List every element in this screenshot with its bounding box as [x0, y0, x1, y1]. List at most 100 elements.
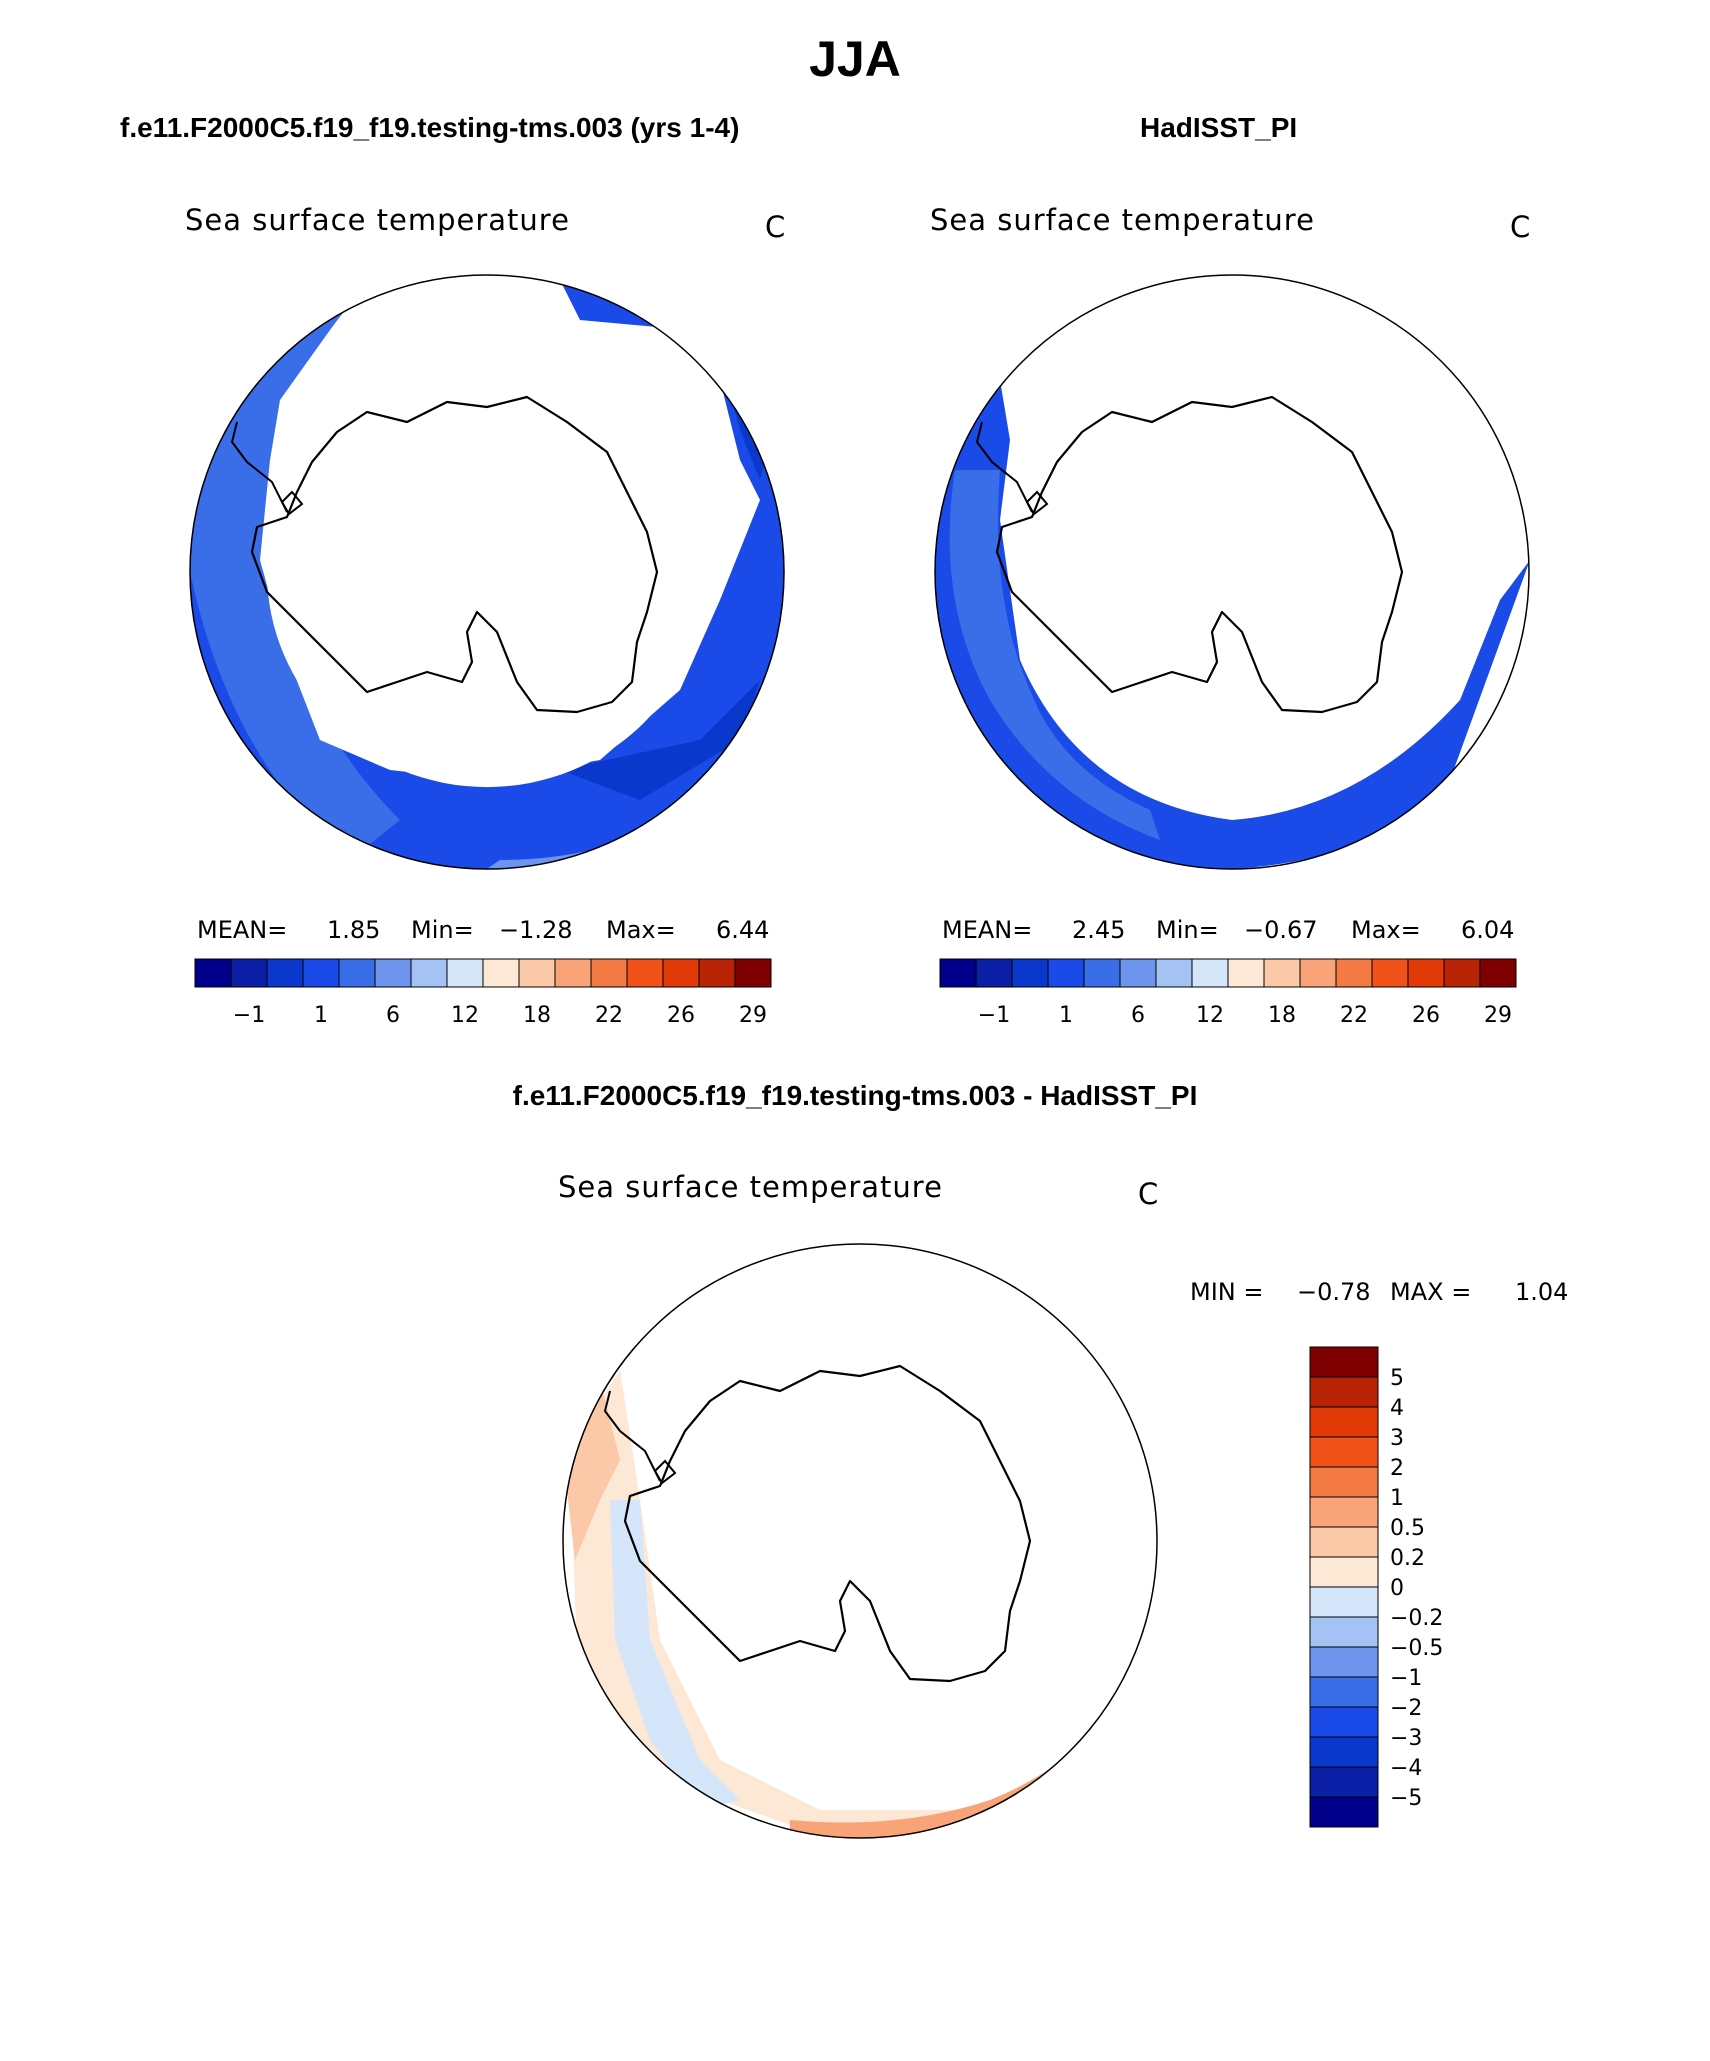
right-colorbar-swatch [1335, 958, 1373, 988]
diff-colorbar-tick-label: −2 [1390, 1696, 1422, 1721]
diff-map [562, 1243, 1158, 1839]
diff-colorbar-swatch [1309, 1616, 1379, 1648]
left-colorbar-swatch [266, 958, 304, 988]
diff-colorbar-tick-label: 4 [1390, 1396, 1404, 1421]
right-min-label: Min= [1156, 916, 1219, 944]
right-max-label: Max= [1351, 916, 1421, 944]
diff-colorbar-swatch [1309, 1646, 1379, 1678]
left-variable-label: Sea surface temperature [185, 203, 570, 237]
left-colorbar-swatch [554, 958, 592, 988]
right-colorbar-swatch [1227, 958, 1265, 988]
left-colorbar-swatch [698, 958, 736, 988]
diff-colorbar-swatch [1309, 1706, 1379, 1738]
diff-max-value: 1.04 [1515, 1278, 1569, 1306]
right-colorbar-swatch [1119, 958, 1157, 988]
diff-colorbar-tick-label: −0.5 [1390, 1636, 1443, 1661]
diff-colorbar-swatch [1309, 1496, 1379, 1528]
left-colorbar-swatch [734, 958, 772, 988]
diff-colorbar-tick-label: −1 [1390, 1666, 1422, 1691]
right-colorbar-swatch [1479, 958, 1517, 988]
diff-colorbar-swatch [1309, 1766, 1379, 1798]
left-colorbar-swatch [302, 958, 340, 988]
right-map [934, 274, 1530, 870]
figure-title: JJA [809, 31, 901, 87]
left-colorbar-swatch [374, 958, 412, 988]
left-colorbar-swatch [626, 958, 664, 988]
right-colorbar-tick-label: 1 [1059, 1003, 1073, 1028]
right-colorbar-swatch [1371, 958, 1409, 988]
diff-colorbar-swatch [1309, 1376, 1379, 1408]
left-colorbar-swatch [446, 958, 484, 988]
diff-min-value: −0.78 [1297, 1278, 1371, 1306]
right-colorbar-swatch [1263, 958, 1301, 988]
left-colorbar-tick-label: 18 [523, 1003, 551, 1028]
left-colorbar-swatch [590, 958, 628, 988]
right-colorbar-tick-label: 6 [1131, 1003, 1145, 1028]
right-mean-label: MEAN= [942, 916, 1033, 944]
left-colorbar-tick-label: 6 [386, 1003, 400, 1028]
diff-colorbar-tick-label: 3 [1390, 1426, 1404, 1451]
left-colorbar-tick-label: 26 [667, 1003, 695, 1028]
diff-colorbar-tick-label: 0.2 [1390, 1546, 1425, 1571]
diff-colorbar-swatch [1309, 1556, 1379, 1588]
right-variable-label: Sea surface temperature [930, 203, 1315, 237]
diff-colorbar-swatch [1309, 1526, 1379, 1558]
right-colorbar-swatch [939, 958, 977, 988]
diff-case-title: f.e11.F2000C5.f19_f19.testing-tms.003 - … [512, 1080, 1198, 1111]
left-colorbar-tick-label: 29 [739, 1003, 767, 1028]
left-max-value: 6.44 [716, 916, 770, 944]
left-colorbar-swatch [410, 958, 448, 988]
right-colorbar-swatch [1011, 958, 1049, 988]
left-min-label: Min= [411, 916, 474, 944]
right-colorbar-swatch [1299, 958, 1337, 988]
diff-colorbar-tick-label: 2 [1390, 1456, 1404, 1481]
right-colorbar-swatch [975, 958, 1013, 988]
diff-colorbar-tick-label: −4 [1390, 1756, 1422, 1781]
right-min-value: −0.67 [1244, 916, 1318, 944]
diff-colorbar-swatch [1309, 1406, 1379, 1438]
diff-colorbar-tick-label: −0.2 [1390, 1606, 1443, 1631]
right-colorbar-tick-label: 12 [1196, 1003, 1224, 1028]
right-units-label: C [1510, 210, 1532, 244]
left-colorbar-tick-label: −1 [233, 1003, 265, 1028]
left-colorbar-tick-label: 12 [451, 1003, 479, 1028]
right-colorbar-tick-label: 29 [1484, 1003, 1512, 1028]
diff-colorbar-swatch [1309, 1346, 1379, 1378]
diff-colorbar-swatch [1309, 1736, 1379, 1768]
diff-colorbar-tick-label: −5 [1390, 1786, 1422, 1811]
right-mean-value: 2.45 [1072, 916, 1126, 944]
left-colorbar-swatch [518, 958, 556, 988]
left-colorbar-swatch [230, 958, 268, 988]
right-colorbar-tick-label: 26 [1412, 1003, 1440, 1028]
diff-colorbar-tick-label: −3 [1390, 1726, 1422, 1751]
left-mean-value: 1.85 [327, 916, 381, 944]
diff-colorbar-swatch [1309, 1796, 1379, 1828]
left-colorbar-swatch [482, 958, 520, 988]
left-colorbar-swatch [194, 958, 232, 988]
diff-max-label: MAX = [1390, 1278, 1472, 1306]
diff-colorbar-swatch [1309, 1436, 1379, 1468]
right-colorbar-swatch [1047, 958, 1085, 988]
left-units-label: C [765, 210, 787, 244]
right-colorbar-swatch [1407, 958, 1445, 988]
right-colorbar-swatch [1155, 958, 1193, 988]
left-colorbar-swatch [662, 958, 700, 988]
left-colorbar-tick-label: 22 [595, 1003, 623, 1028]
right-max-value: 6.04 [1461, 916, 1515, 944]
left-case-title: f.e11.F2000C5.f19_f19.testing-tms.003 (y… [120, 112, 740, 143]
diff-colorbar-tick-label: 5 [1390, 1366, 1404, 1391]
diff-units-label: C [1138, 1177, 1160, 1211]
left-colorbar-tick-label: 1 [314, 1003, 328, 1028]
right-colorbar-tick-label: −1 [978, 1003, 1010, 1028]
right-colorbar-tick-label: 22 [1340, 1003, 1368, 1028]
right-colorbar-swatch [1443, 958, 1481, 988]
left-map [189, 274, 785, 870]
diff-min-label: MIN = [1190, 1278, 1264, 1306]
left-colorbar-swatch [338, 958, 376, 988]
right-colorbar-swatch [1083, 958, 1121, 988]
right-case-title: HadISST_PI [1140, 112, 1298, 143]
diff-colorbar-tick-label: 0 [1390, 1576, 1404, 1601]
left-min-value: −1.28 [499, 916, 573, 944]
diff-variable-label: Sea surface temperature [558, 1170, 943, 1204]
